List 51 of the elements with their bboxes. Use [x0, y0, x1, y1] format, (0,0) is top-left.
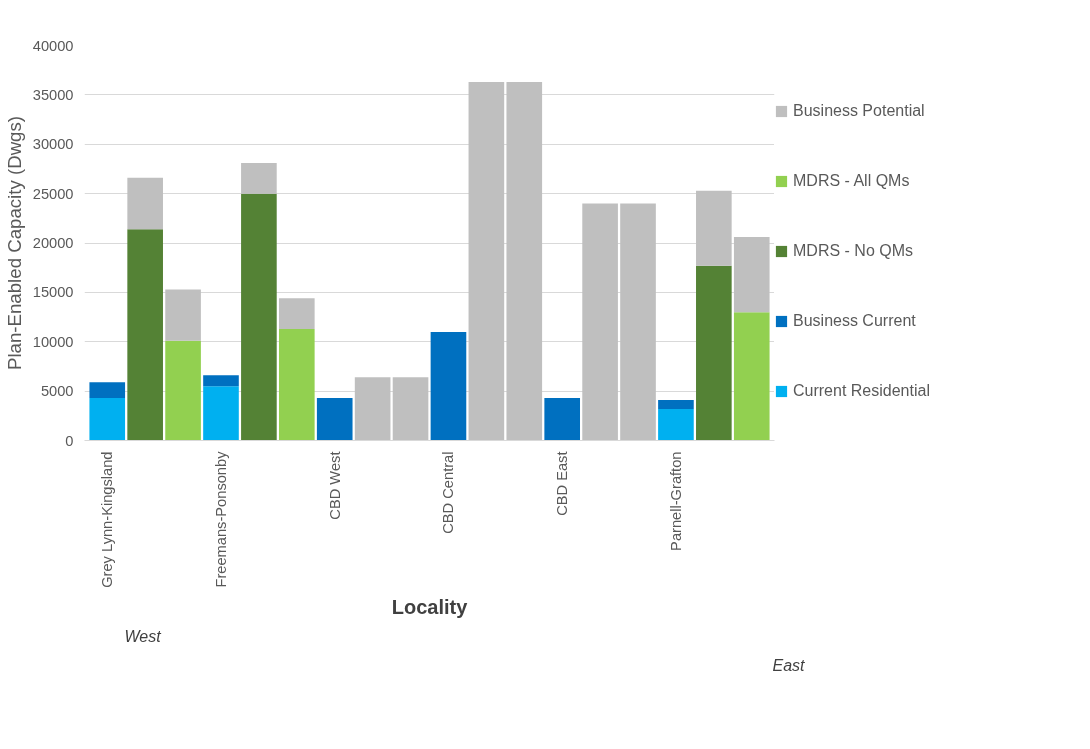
y-tick-label: 35000 — [32, 86, 74, 103]
bar — [165, 340, 201, 441]
legend-label: MDRS - All QMs — [793, 172, 910, 190]
x-tick-label: CBD West — [326, 451, 343, 520]
bar — [544, 398, 581, 441]
bar — [241, 163, 277, 194]
bar — [203, 386, 239, 441]
legend-label: Current Residential — [793, 382, 930, 400]
y-tick-label: 40000 — [32, 37, 74, 54]
text: East — [772, 656, 806, 674]
y-tick-label: 5000 — [40, 383, 74, 400]
legend-label: Business Potential — [793, 102, 925, 120]
y-tick-label: 0 — [65, 432, 74, 449]
bar — [620, 203, 656, 441]
bar — [392, 377, 429, 441]
bar — [278, 328, 315, 441]
y-axis-title: Plan-Enabled Capacity (Dwgs) — [3, 115, 25, 371]
x-tick-label: CBD East — [554, 451, 571, 516]
x-tick-label: CBD Central — [440, 451, 457, 534]
legend-label: MDRS - No QMs — [793, 242, 913, 260]
x-tick-label: Grey Lynn-Kingsland — [99, 451, 116, 588]
bar — [89, 398, 126, 441]
bar — [468, 82, 505, 441]
bar — [696, 190, 732, 266]
y-tick-label: 25000 — [32, 185, 74, 202]
bar — [354, 377, 391, 441]
bar — [127, 229, 163, 441]
bar — [89, 382, 126, 399]
bar — [696, 265, 732, 441]
bar — [127, 177, 163, 230]
x-axis-title: Locality — [391, 595, 469, 618]
bar — [733, 237, 770, 313]
bar — [316, 398, 353, 441]
bar — [241, 193, 277, 441]
bar — [506, 82, 543, 441]
y-tick-label: 10000 — [32, 333, 74, 350]
bar — [582, 203, 618, 441]
bar — [430, 331, 467, 441]
y-tick-label: 20000 — [32, 235, 74, 251]
x-tick-label: Parnell-Grafton — [667, 451, 684, 551]
bar — [203, 375, 239, 387]
bar — [733, 312, 770, 441]
text: West — [124, 627, 162, 645]
bar — [165, 289, 201, 341]
bar — [278, 298, 315, 329]
bar — [658, 400, 694, 409]
y-tick-label: 15000 — [32, 284, 74, 301]
legend-label: Business Current — [793, 312, 916, 330]
bar — [658, 408, 694, 441]
x-tick-label: Freemans-Ponsonby — [212, 450, 229, 588]
y-tick-label: 30000 — [32, 136, 74, 153]
